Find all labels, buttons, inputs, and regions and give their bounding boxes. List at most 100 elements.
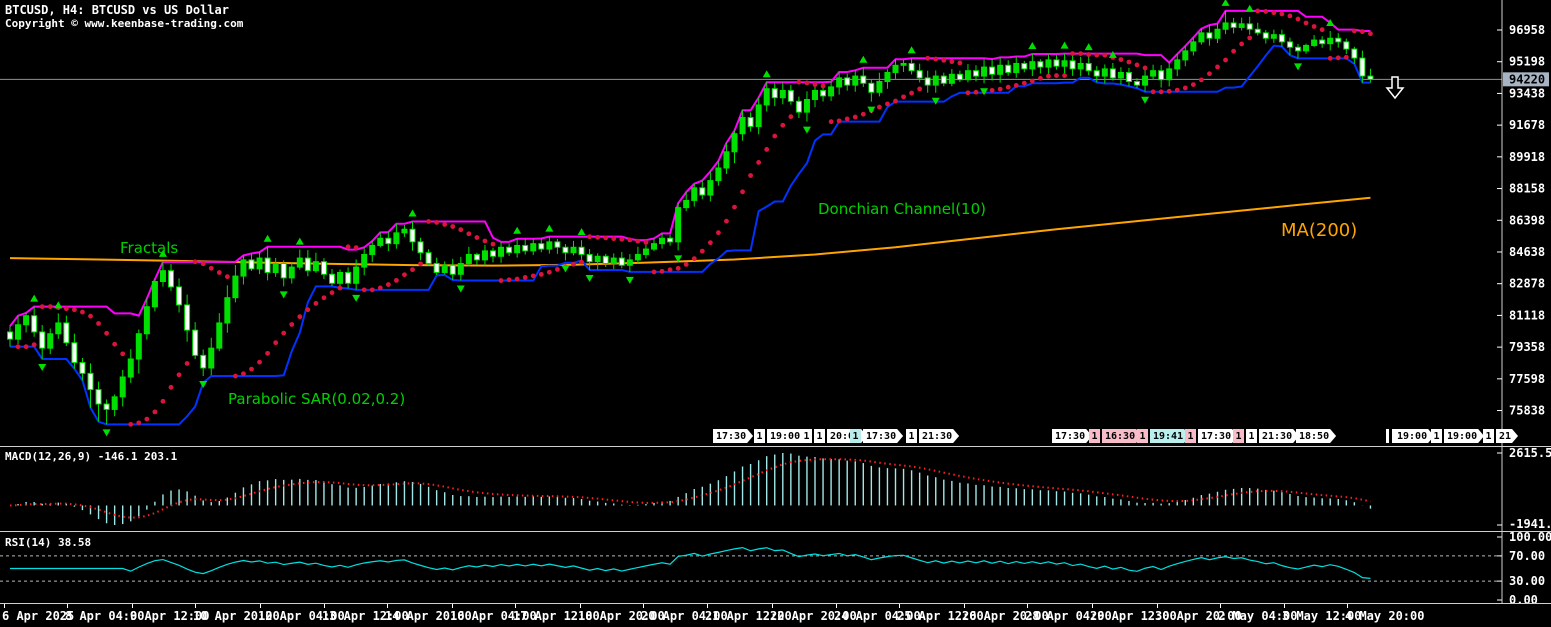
time-flag-label: 19:00 bbox=[1394, 429, 1434, 443]
time-axis-label: 20 Apr 04:00 bbox=[641, 609, 728, 623]
trade-count-box: 1 bbox=[814, 429, 825, 443]
candle-body bbox=[87, 372, 94, 391]
candle-body bbox=[1093, 70, 1100, 77]
candle-body bbox=[264, 257, 271, 273]
time-flag[interactable]: 1 19:00 bbox=[754, 429, 807, 443]
price-tick-label: 93438 bbox=[1509, 86, 1545, 100]
rsi-axis-label: 100.00 bbox=[1509, 532, 1551, 544]
candle-body bbox=[659, 237, 666, 245]
time-flag-label: 19:41 bbox=[1150, 429, 1190, 443]
fractal-up-icon bbox=[1084, 43, 1093, 51]
time-flag[interactable]: 1 1 21:30 bbox=[1233, 429, 1299, 443]
time-flag[interactable]: 1 17:30 bbox=[1185, 429, 1238, 443]
time-tick bbox=[1157, 604, 1158, 608]
price-tick-label: 86398 bbox=[1509, 213, 1545, 227]
candle-body bbox=[1158, 70, 1165, 81]
fractal-down-icon bbox=[931, 97, 940, 105]
current-price-badge-text: 94220 bbox=[1509, 72, 1545, 86]
time-flag[interactable]: 1 21:30 bbox=[906, 429, 959, 443]
candle-body bbox=[1061, 60, 1068, 67]
time-flag[interactable]: 17:30 bbox=[1052, 429, 1092, 443]
time-flag-label: 17:30 bbox=[1052, 429, 1092, 443]
donchian-upper-line[interactable] bbox=[9, 9, 1371, 327]
candle-body bbox=[176, 286, 183, 306]
ma200-line[interactable] bbox=[9, 196, 1371, 267]
candle-body bbox=[1134, 80, 1140, 86]
candle-body bbox=[103, 403, 110, 410]
candle-body bbox=[135, 333, 142, 360]
candle-body bbox=[417, 241, 424, 254]
time-axis-label: 2 May 04:00 bbox=[1218, 609, 1298, 623]
time-axis-label: 4 May 20:00 bbox=[1345, 609, 1425, 623]
fractal-up-icon bbox=[1221, 0, 1230, 6]
time-flag[interactable]: 19:00 bbox=[1394, 429, 1434, 443]
trade-count-box: 1 bbox=[1137, 429, 1148, 443]
candle-body bbox=[1085, 62, 1092, 72]
time-flag[interactable] bbox=[1386, 429, 1398, 443]
time-axis-label: 10 Apr 20:00 bbox=[193, 609, 280, 623]
time-tick bbox=[195, 604, 196, 608]
time-axis-label: 18 Apr 20:00 bbox=[578, 609, 665, 623]
fractal-up-icon bbox=[54, 301, 63, 309]
candle-body bbox=[683, 199, 690, 209]
time-flag[interactable]: 18:50 bbox=[1296, 429, 1336, 443]
candle-body bbox=[1238, 23, 1245, 28]
trade-count-box: 1 bbox=[1233, 429, 1244, 443]
candle-body bbox=[1029, 61, 1036, 70]
time-tick bbox=[387, 604, 388, 608]
time-flag[interactable]: 1 16:30 bbox=[1089, 429, 1142, 443]
candle-body bbox=[1005, 64, 1012, 73]
candle-body bbox=[948, 73, 955, 84]
time-axis-label: 26 Apr 20:00 bbox=[962, 609, 1049, 623]
candle-body bbox=[1319, 39, 1326, 45]
candle-body bbox=[393, 232, 400, 245]
rsi-axis-label: 30.00 bbox=[1509, 574, 1545, 588]
price-tick-label: 88158 bbox=[1509, 182, 1545, 196]
candle-body bbox=[723, 151, 730, 169]
rsi-panel[interactable]: 100.00 70.00 30.00 0.00 bbox=[0, 532, 1551, 603]
candle-body bbox=[916, 70, 923, 79]
rsi-axis-label: 0.00 bbox=[1509, 593, 1538, 603]
candle-body bbox=[401, 228, 408, 234]
candle-body bbox=[820, 90, 827, 97]
candle-body bbox=[940, 75, 947, 84]
candle-body bbox=[973, 70, 979, 77]
candle-body bbox=[192, 329, 199, 356]
macd-panel[interactable]: 2615.5 -1941.2 bbox=[0, 447, 1551, 531]
candle-body bbox=[755, 104, 762, 128]
time-flag[interactable]: 1 17:30 bbox=[850, 429, 903, 443]
time-flag[interactable]: 1 21 bbox=[1483, 429, 1518, 443]
time-tick bbox=[1092, 604, 1093, 608]
candles[interactable] bbox=[7, 10, 1374, 425]
down-arrow-icon[interactable] bbox=[1385, 76, 1405, 100]
time-flag-label: 17:30 bbox=[863, 429, 903, 443]
candle-body bbox=[119, 376, 126, 398]
candle-body bbox=[409, 228, 416, 243]
trade-count-box: 1 bbox=[1089, 429, 1100, 443]
candle-body bbox=[715, 167, 722, 182]
candle-body bbox=[312, 261, 319, 272]
time-axis[interactable]: 6 Apr 2025 8 Apr 04:00 9 Apr 12:00 10 Apr 2… bbox=[0, 604, 1551, 627]
candle-body bbox=[296, 257, 303, 268]
candle-body bbox=[1222, 22, 1229, 30]
candle-body bbox=[860, 75, 867, 84]
time-tick bbox=[836, 604, 837, 608]
trade-count-box: 1 bbox=[850, 429, 861, 443]
time-flag-label: 21:30 bbox=[1259, 429, 1299, 443]
price-tick-label: 91678 bbox=[1509, 118, 1545, 132]
fractal-down-icon bbox=[561, 265, 570, 273]
macd-histogram bbox=[17, 453, 1372, 525]
time-axis-label: 17 Apr 12:00 bbox=[513, 609, 600, 623]
time-flag[interactable]: 17:30 bbox=[713, 429, 753, 443]
price-chart[interactable]: 96958 95198 93438 91678 89918 88158 86398 84638… bbox=[0, 0, 1551, 446]
candle-body bbox=[31, 315, 38, 333]
time-axis-label: 9 Apr 12:00 bbox=[130, 609, 210, 623]
candle-body bbox=[280, 262, 287, 279]
candle-body bbox=[361, 253, 368, 268]
time-axis-label: 8 Apr 04:00 bbox=[65, 609, 145, 623]
candle-body bbox=[457, 262, 464, 275]
parabolic-sar-dots[interactable] bbox=[15, 8, 1373, 427]
time-flag[interactable]: 1 19:41 bbox=[1137, 429, 1190, 443]
candle-body bbox=[892, 64, 899, 73]
time-flag[interactable]: 1 19:00 bbox=[1431, 429, 1484, 443]
